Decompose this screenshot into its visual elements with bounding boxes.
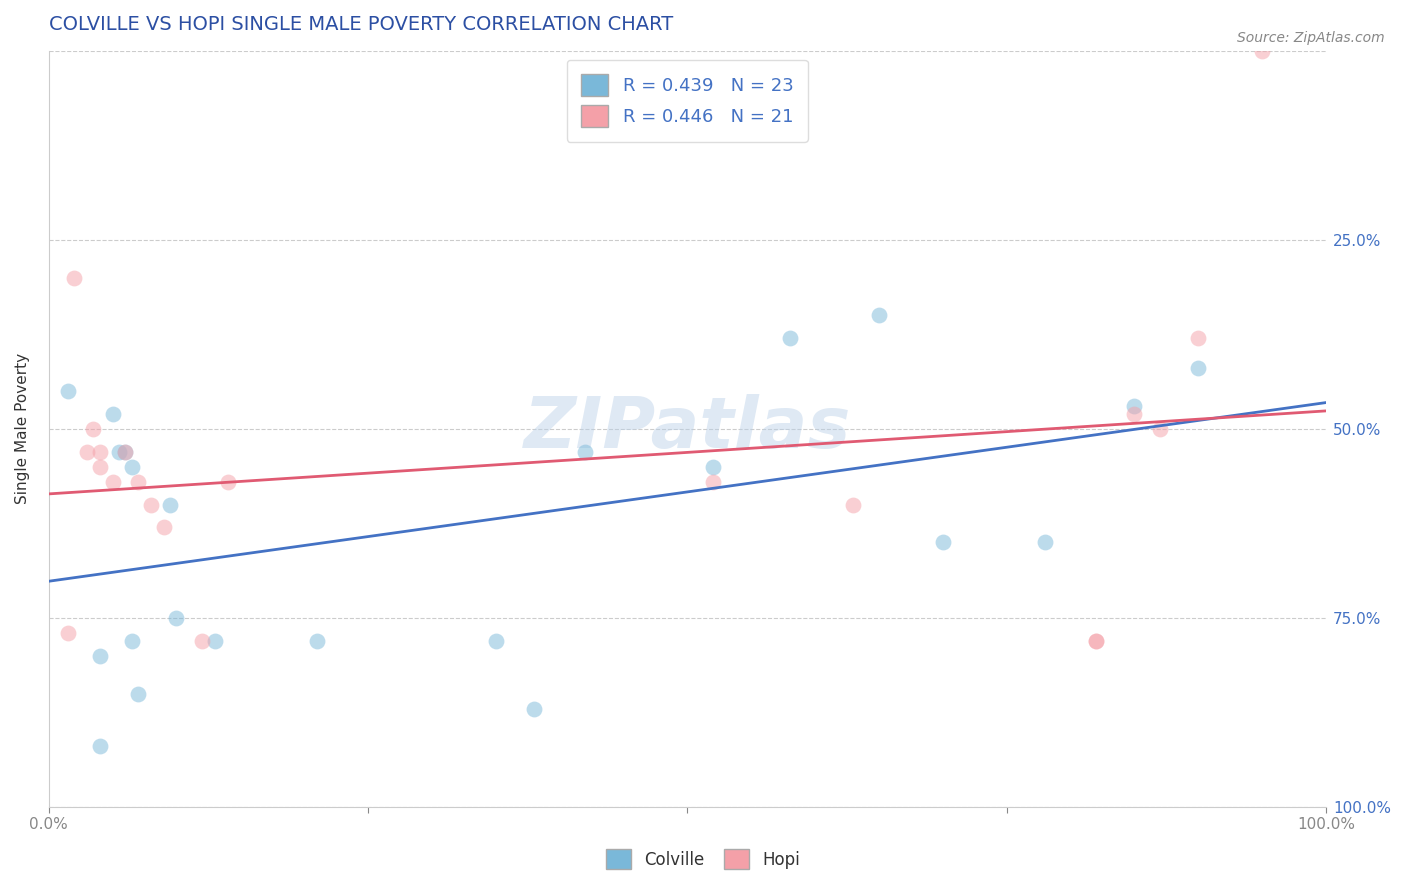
Point	[89, 648, 111, 663]
Point	[1123, 407, 1146, 421]
Text: COLVILLE VS HOPI SINGLE MALE POVERTY CORRELATION CHART: COLVILLE VS HOPI SINGLE MALE POVERTY COR…	[49, 15, 673, 34]
Legend: R = 0.439   N = 23, R = 0.446   N = 21: R = 0.439 N = 23, R = 0.446 N = 21	[567, 60, 808, 142]
Point	[127, 687, 149, 701]
Point	[121, 459, 143, 474]
Point	[76, 444, 98, 458]
Point	[108, 444, 131, 458]
Point	[121, 633, 143, 648]
Point	[217, 475, 239, 489]
Point	[1033, 535, 1056, 549]
Legend: Colville, Hopi: Colville, Hopi	[596, 838, 810, 880]
Point	[56, 384, 79, 398]
Point	[932, 535, 955, 549]
Text: Source: ZipAtlas.com: Source: ZipAtlas.com	[1237, 31, 1385, 45]
Point	[1251, 44, 1274, 58]
Point	[139, 498, 162, 512]
Point	[191, 633, 214, 648]
Point	[1149, 422, 1171, 436]
Point	[485, 633, 508, 648]
Point	[1187, 331, 1209, 345]
Point	[204, 633, 226, 648]
Point	[523, 701, 546, 715]
Point	[166, 611, 188, 625]
Point	[114, 444, 136, 458]
Point	[101, 475, 124, 489]
Point	[89, 444, 111, 458]
Point	[63, 270, 86, 285]
Y-axis label: Single Male Poverty: Single Male Poverty	[15, 353, 30, 505]
Point	[842, 498, 865, 512]
Point	[56, 626, 79, 640]
Point	[702, 459, 724, 474]
Point	[127, 475, 149, 489]
Point	[1085, 633, 1108, 648]
Point	[868, 309, 890, 323]
Point	[1085, 633, 1108, 648]
Point	[89, 459, 111, 474]
Text: ZIPatlas: ZIPatlas	[523, 394, 851, 464]
Point	[1187, 361, 1209, 376]
Point	[89, 739, 111, 754]
Point	[159, 498, 181, 512]
Point	[779, 331, 801, 345]
Point	[152, 520, 174, 534]
Point	[114, 444, 136, 458]
Point	[101, 407, 124, 421]
Point	[702, 475, 724, 489]
Point	[305, 633, 328, 648]
Point	[82, 422, 104, 436]
Point	[1123, 399, 1146, 413]
Point	[574, 444, 596, 458]
